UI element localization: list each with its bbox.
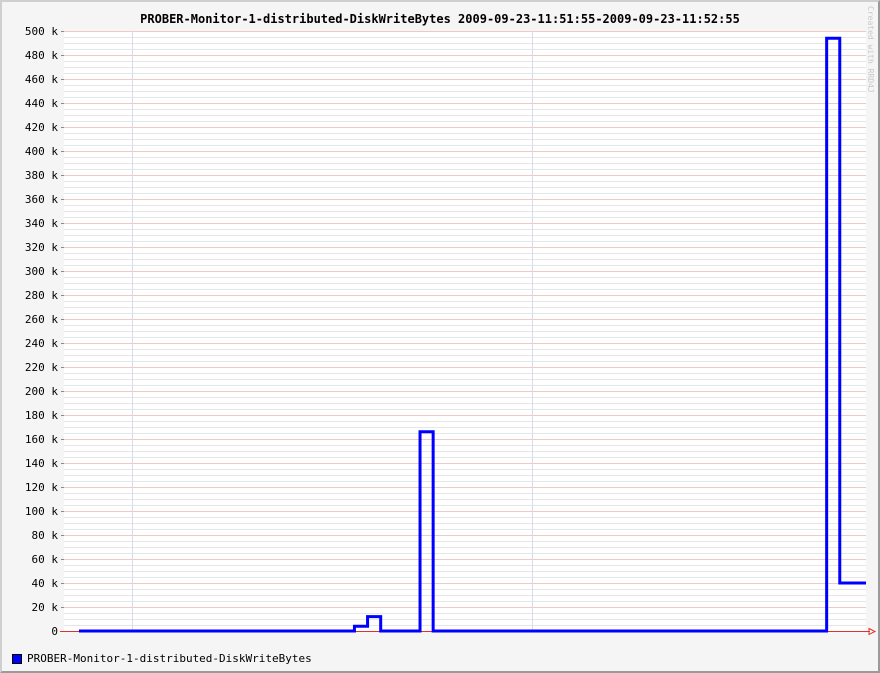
y-tick-label: 40 k bbox=[32, 577, 59, 590]
axis-layer: 0 20 k 40 k 60 k 80 k 100 k 120 k 140 k 160 k 180… bbox=[25, 25, 877, 638]
y-tick-label: 220 k bbox=[25, 361, 58, 374]
y-tick-label: 420 k bbox=[25, 121, 58, 134]
y-tick-label: 320 k bbox=[25, 241, 58, 254]
y-tick-label: 20 k bbox=[32, 601, 59, 614]
series-line bbox=[79, 36, 866, 633]
legend-label: PROBER-Monitor-1-distributed-DiskWriteBy… bbox=[27, 652, 312, 665]
y-tick-label: 440 k bbox=[25, 97, 58, 110]
y-tick-label: 0 bbox=[51, 625, 58, 638]
y-tick-label: 140 k bbox=[25, 457, 58, 470]
chart-title: PROBER-Monitor-1-distributed-DiskWriteBy… bbox=[140, 12, 740, 26]
y-tick-label: 160 k bbox=[25, 433, 58, 446]
y-tick-label: 380 k bbox=[25, 169, 58, 182]
series-layer bbox=[79, 36, 866, 633]
y-tick-label: 400 k bbox=[25, 145, 58, 158]
y-tick-label: 340 k bbox=[25, 217, 58, 230]
y-tick-label: 300 k bbox=[25, 265, 58, 278]
y-tick-label: 460 k bbox=[25, 73, 58, 86]
legend: PROBER-Monitor-1-distributed-DiskWriteBy… bbox=[12, 652, 312, 665]
y-tick-label: 180 k bbox=[25, 409, 58, 422]
watermark-text: Created with RRD4J bbox=[866, 6, 875, 93]
y-tick-label: 60 k bbox=[32, 553, 59, 566]
y-tick-label: 360 k bbox=[25, 193, 58, 206]
y-tick-label: 100 k bbox=[25, 505, 58, 518]
legend-swatch bbox=[12, 653, 22, 664]
y-tick-label: 80 k bbox=[32, 529, 59, 542]
x-axis-arrow bbox=[868, 627, 877, 636]
y-tick-label: 480 k bbox=[25, 49, 58, 62]
y-tick-label: 500 k bbox=[25, 25, 58, 38]
grid-layer bbox=[64, 31, 866, 632]
y-tick-label: 120 k bbox=[25, 481, 58, 494]
y-tick-label: 240 k bbox=[25, 337, 58, 350]
y-tick-label: 280 k bbox=[25, 289, 58, 302]
y-tick-label: 200 k bbox=[25, 385, 58, 398]
y-tick-label: 260 k bbox=[25, 313, 58, 326]
